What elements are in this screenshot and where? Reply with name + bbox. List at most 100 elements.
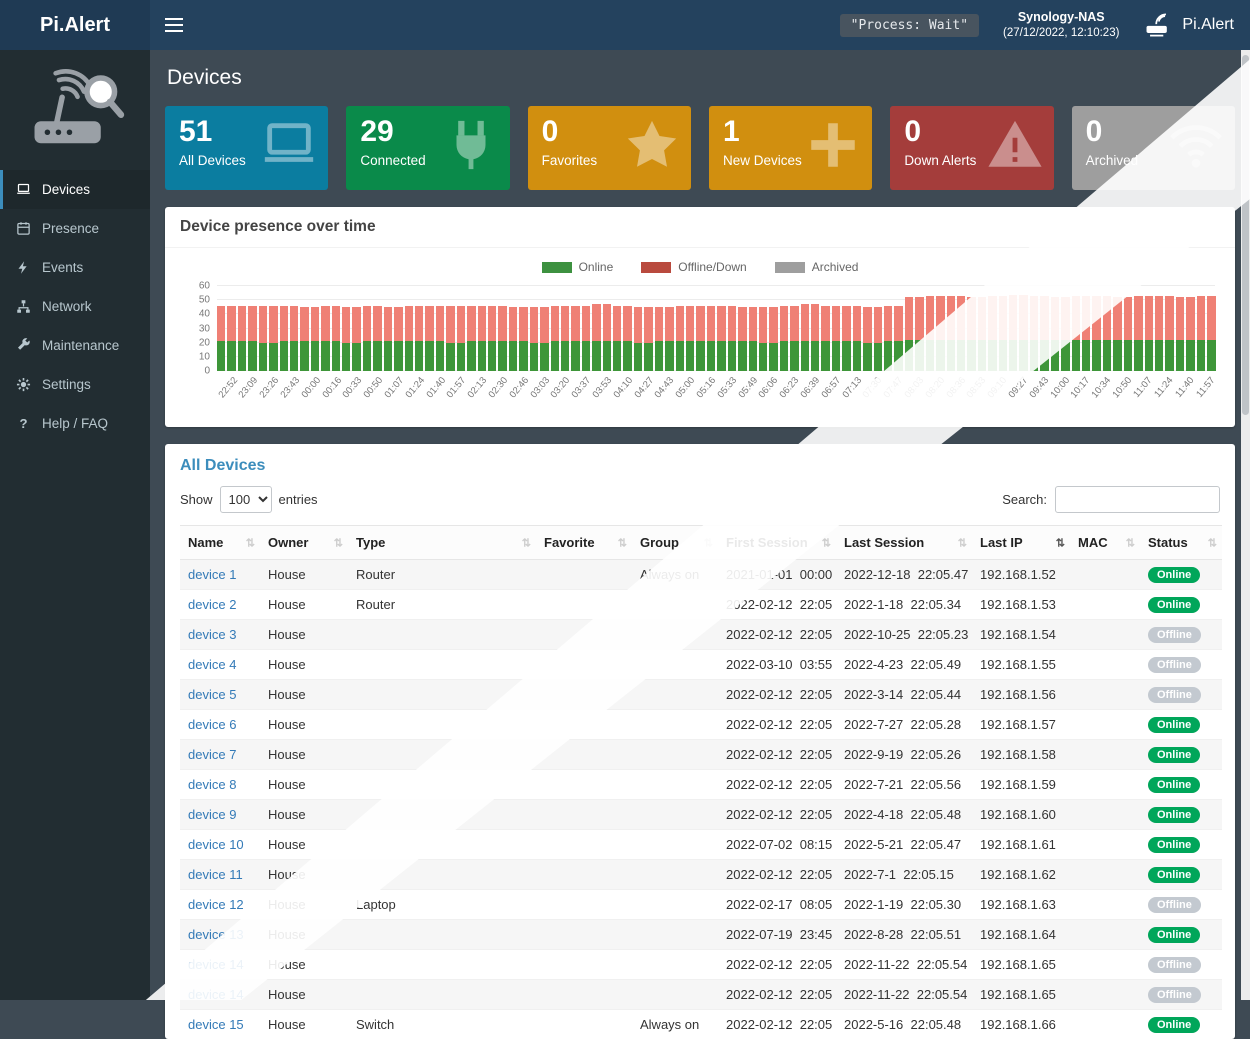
device-link[interactable]: device 12 [188,897,244,912]
column-header-last-ip[interactable]: Last IP⇅ [972,526,1070,560]
sort-icon: ⇅ [522,536,531,549]
stacked-bar [227,306,235,371]
column-header-owner[interactable]: Owner⇅ [260,526,348,560]
stacked-bar [749,307,757,371]
sidebar-item-help-faq[interactable]: ?Help / FAQ [0,404,150,443]
last-ip-cell: 192.168.1.63 [972,890,1070,920]
sort-icon: ⇅ [704,536,713,549]
x-tick: 11:57 [1194,371,1215,417]
last-session-cell: 2022-11-22 22:05.54 [836,980,972,1010]
device-link[interactable]: device 5 [188,687,236,702]
last-session-cell: 2022-4-18 22:05.48 [836,800,972,830]
device-link[interactable]: device 15 [188,1017,244,1032]
sidebar-item-events[interactable]: Events [0,248,150,287]
column-header-status[interactable]: Status⇅ [1140,526,1222,560]
column-header-group[interactable]: Group⇅ [632,526,718,560]
status-badge: Online [1148,1017,1200,1033]
sort-icon: ⇅ [1126,536,1135,549]
stacked-bar [405,306,413,371]
status-cell: Offline [1140,890,1222,920]
stacked-bar [509,307,517,371]
page-title: Devices [167,66,1235,90]
owner-cell: House [260,650,348,680]
x-tick: 03:37 [571,371,592,417]
device-link[interactable]: device 6 [188,717,236,732]
stacked-bar [1009,295,1017,371]
x-tick: 09:43 [1028,371,1049,417]
type-cell [348,860,536,890]
question-icon: ? [16,416,32,431]
sidebar-item-network[interactable]: Network [0,287,150,326]
stacked-bar [957,296,965,371]
device-link[interactable]: device 4 [188,657,236,672]
entries-label: entries [279,492,318,507]
show-label: Show [180,492,213,507]
sidebar-item-presence[interactable]: Presence [0,209,150,248]
mac-cell [1070,740,1140,770]
stacked-bar [467,306,475,371]
device-link[interactable]: device 9 [188,807,236,822]
stacked-bar [1103,296,1111,371]
status-cell: Online [1140,860,1222,890]
pialert-logo-icon [1143,13,1173,37]
device-link[interactable]: device 10 [188,837,244,852]
sidebar-item-maintenance[interactable]: Maintenance [0,326,150,365]
x-tick: 23:26 [259,371,280,417]
owner-cell: House [260,620,348,650]
column-header-name[interactable]: Name⇅ [180,526,260,560]
stacked-bar [530,307,538,371]
stacked-bar [926,296,934,371]
sidebar-item-devices[interactable]: Devices [0,170,150,209]
last-session-cell: 2022-10-25 22:05.23 [836,620,972,650]
device-link[interactable]: device 13 [188,927,244,942]
stacked-bar [676,306,684,371]
search-input[interactable] [1055,486,1220,513]
column-header-favorite[interactable]: Favorite⇅ [536,526,632,560]
column-header-first-session[interactable]: First Session⇅ [718,526,836,560]
type-cell: Laptop [348,890,536,920]
scrollbar-thumb[interactable] [1242,55,1249,415]
favorite-cell [536,890,632,920]
device-link[interactable]: device 1 [188,567,236,582]
mac-cell [1070,560,1140,590]
all-devices-panel: All Devices Show 100 entries Search: Nam… [165,444,1235,1039]
x-tick: 08:03 [903,371,924,417]
device-link[interactable]: device 3 [188,627,236,642]
device-link[interactable]: device 2 [188,597,236,612]
x-tick: 04:43 [654,371,675,417]
device-link[interactable]: device 14 [188,957,244,972]
x-tick-label: 02:46 [507,375,531,400]
status-badge: Online [1148,867,1200,883]
last-session-cell: 2022-9-19 22:05.26 [836,740,972,770]
stacked-bar [1092,296,1100,371]
vertical-scrollbar[interactable] [1241,50,1250,1000]
column-header-type[interactable]: Type ⇅ [348,526,536,560]
x-tick: 00:50 [363,371,384,417]
device-link[interactable]: device 8 [188,777,236,792]
status-cell: Online [1140,560,1222,590]
column-header-mac[interactable]: MAC⇅ [1070,526,1140,560]
sidebar-item-settings[interactable]: Settings [0,365,150,404]
legend-item-archived[interactable]: Archived [775,260,859,274]
legend-label: Offline/Down [678,260,746,274]
page-size-select[interactable]: 100 [220,486,272,513]
last-session-cell: 2022-7-21 22:05.56 [836,770,972,800]
x-tick-label: 23:43 [279,375,303,400]
chart-bars [217,286,1215,371]
legend-item-offline-down[interactable]: Offline/Down [641,260,746,274]
device-link[interactable]: device 11 [188,867,243,882]
legend-item-online[interactable]: Online [542,260,614,274]
sidebar-toggle-icon[interactable] [150,0,198,50]
column-header-label: Type [356,535,385,550]
navbar-right: "Process: Wait" Synology-NAS (27/12/2022… [840,0,1250,50]
column-header-last-session[interactable]: Last Session⇅ [836,526,972,560]
device-link[interactable]: device 7 [188,747,236,762]
y-tick-label: 20 [199,337,210,348]
